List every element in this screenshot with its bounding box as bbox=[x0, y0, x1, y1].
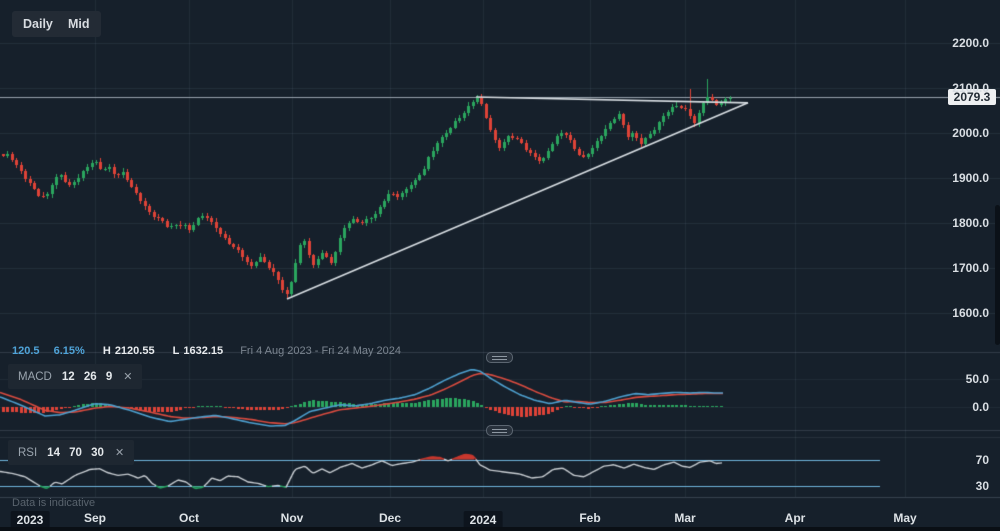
rsi-name: RSI bbox=[18, 446, 38, 459]
low-value: 1632.15 bbox=[183, 345, 224, 357]
scrollbar-thumb[interactable] bbox=[995, 205, 1000, 345]
time-axis-tick: Mar bbox=[674, 511, 696, 525]
timeframe-daily-button[interactable]: Daily bbox=[12, 11, 64, 37]
period-change-percent: 6.15% bbox=[53, 345, 85, 357]
panel-resize-handle-macd[interactable] bbox=[486, 352, 513, 363]
data-indicative-note: Data is indicative bbox=[12, 497, 96, 509]
period-change-value: 120.5 bbox=[12, 345, 40, 357]
price-axis-tick: 1900.0 bbox=[952, 171, 989, 185]
period-high: H 2120.55 bbox=[103, 345, 155, 357]
rsi-indicator-label[interactable]: RSI 14 70 30 ✕ bbox=[8, 440, 135, 465]
period-low: L 1632.15 bbox=[173, 345, 224, 357]
ohlc-info-line: 120.5 6.15% H 2120.55 L 1632.15 Fri 4 Aug … bbox=[12, 345, 401, 357]
time-axis-tick: Feb bbox=[579, 511, 601, 525]
time-axis-tick: Nov bbox=[280, 511, 304, 525]
price-axis-tick: 2000.0 bbox=[952, 126, 989, 140]
rsi-params[interactable]: 14 70 30 bbox=[47, 446, 104, 459]
bottom-axis-strip bbox=[0, 527, 1000, 531]
time-axis-tick: Dec bbox=[378, 511, 402, 525]
time-axis-tick: Oct bbox=[178, 511, 200, 525]
price-axis-tick: 1700.0 bbox=[952, 261, 989, 275]
price-axis-tick: 2200.0 bbox=[952, 36, 989, 50]
macd-axis-tick: 0.0 bbox=[972, 400, 989, 414]
price-axis-tick: 2100.0 bbox=[952, 81, 989, 95]
high-value: 2120.55 bbox=[114, 345, 155, 357]
rsi-close-icon[interactable]: ✕ bbox=[114, 447, 125, 459]
macd-indicator-label[interactable]: MACD 12 26 9 ✕ bbox=[8, 364, 143, 389]
low-prefix: L bbox=[172, 345, 180, 357]
time-axis-tick: 2023 bbox=[10, 511, 50, 529]
price-axis-tick: 1600.0 bbox=[952, 306, 989, 320]
rsi-axis-tick: 30 bbox=[975, 479, 989, 493]
last-price-label: 2079.3 bbox=[948, 89, 996, 105]
macd-axis-tick: 50.0 bbox=[965, 372, 989, 386]
date-range: Fri 4 Aug 2023 - Fri 24 May 2024 bbox=[240, 345, 402, 357]
high-prefix: H bbox=[102, 345, 111, 357]
macd-close-icon[interactable]: ✕ bbox=[123, 371, 133, 383]
rsi-axis-tick: 70 bbox=[975, 452, 989, 467]
time-axis-tick: 2024 bbox=[463, 511, 503, 529]
price-axis-tick: 1800.0 bbox=[952, 216, 989, 230]
time-axis-tick: Apr bbox=[784, 511, 806, 525]
panel-resize-handle-rsi[interactable] bbox=[486, 425, 513, 436]
timeframe-mid-button[interactable]: Mid bbox=[57, 11, 101, 37]
macd-params[interactable]: 12 26 9 bbox=[61, 370, 113, 383]
macd-name: MACD bbox=[18, 370, 52, 383]
time-axis-tick: May bbox=[893, 511, 917, 525]
time-axis-tick: Sep bbox=[83, 511, 107, 525]
